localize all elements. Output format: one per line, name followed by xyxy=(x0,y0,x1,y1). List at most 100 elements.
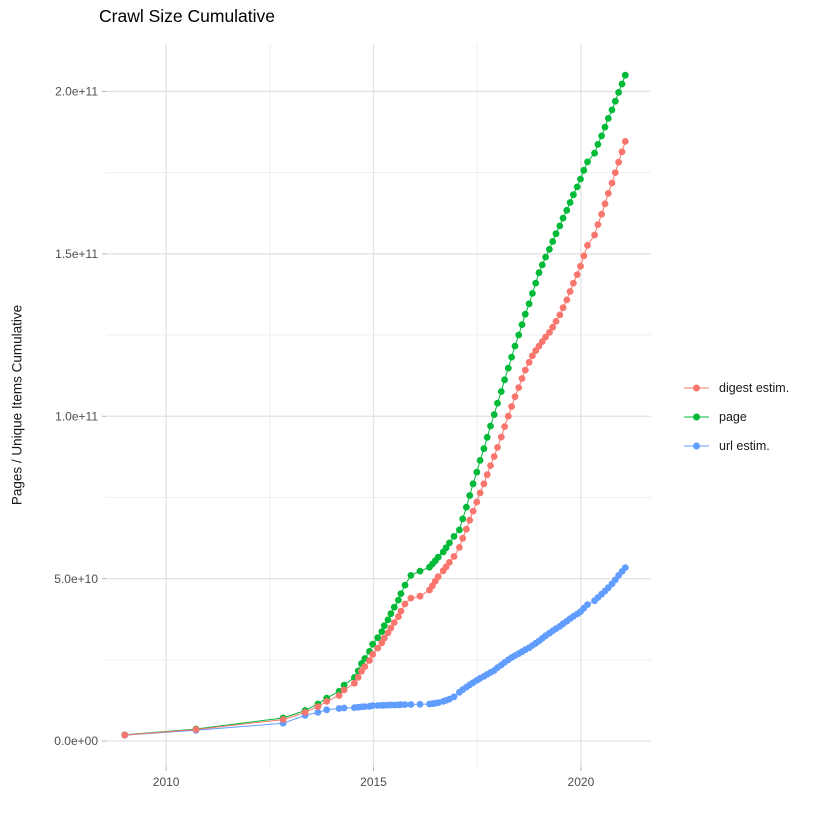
series-point-digest-estim xyxy=(542,333,549,341)
series-point-digest-estim xyxy=(374,644,382,652)
series-point-digest-estim xyxy=(384,629,392,637)
series-point-digest-estim xyxy=(604,190,612,197)
series-point-digest-estim xyxy=(340,686,348,694)
series-point-digest-estim xyxy=(469,507,477,515)
legend-item-url-estim: url estim. xyxy=(683,437,789,455)
legend-label-url-estim: url estim. xyxy=(719,439,770,453)
y-tick-label: 1.5e+11 xyxy=(55,247,98,261)
series-point-page xyxy=(604,115,612,122)
series-point-digest-estim xyxy=(618,148,626,156)
y-tick-label: 5.0e+10 xyxy=(54,572,98,586)
series-point-page xyxy=(549,238,557,245)
series-point-digest-estim xyxy=(192,726,200,733)
series-point-page xyxy=(525,300,533,308)
series-point-digest-estim xyxy=(351,679,358,687)
series-point-digest-estim xyxy=(483,471,491,479)
series-point-digest-estim xyxy=(584,242,591,249)
x-tick-label: 2010 xyxy=(153,775,180,789)
series-point-page xyxy=(416,567,424,575)
series-point-page xyxy=(508,353,515,361)
series-point-page xyxy=(542,253,549,261)
series-point-digest-estim xyxy=(463,525,470,533)
series-point-digest-estim xyxy=(504,412,512,420)
series-point-digest-estim xyxy=(494,444,501,451)
legend-key-url-estim-icon xyxy=(684,442,709,450)
series-point-page xyxy=(395,596,402,604)
series-point-page xyxy=(535,269,543,277)
series-point-page xyxy=(552,230,560,238)
legend-key-digest-estim-icon xyxy=(684,384,709,392)
series-point-page xyxy=(598,132,605,140)
series-point-digest-estim xyxy=(366,657,373,664)
series-point-digest-estim xyxy=(518,375,526,382)
series-point-page xyxy=(487,422,494,430)
series-point-page xyxy=(577,175,584,183)
series-point-digest-estim xyxy=(369,650,377,658)
series-point-digest-estim xyxy=(580,252,588,260)
series-point-digest-estim xyxy=(335,692,343,699)
series-point-digest-estim xyxy=(508,403,515,410)
series-point-page xyxy=(490,411,498,418)
series-point-digest-estim xyxy=(598,210,605,218)
series-point-page xyxy=(511,342,519,350)
legend-label-page: page xyxy=(719,410,747,424)
series-point-page xyxy=(570,191,577,199)
series-point-page xyxy=(446,539,453,547)
series-point-page xyxy=(450,533,458,540)
series-point-page xyxy=(390,603,398,611)
series-point-url-estim xyxy=(584,601,591,608)
series-point-digest-estim xyxy=(594,221,602,229)
series-point-page xyxy=(374,634,382,642)
series-point-digest-estim xyxy=(601,200,609,208)
series-point-page xyxy=(566,199,574,206)
series-point-page xyxy=(494,399,501,407)
y-tick-label: 1.0e+11 xyxy=(55,409,98,423)
series-point-page xyxy=(580,166,588,174)
series-point-digest-estim xyxy=(397,607,405,615)
series-point-digest-estim xyxy=(577,262,584,270)
series-point-digest-estim xyxy=(573,271,581,278)
series-point-digest-estim xyxy=(515,384,523,391)
series-point-digest-estim xyxy=(380,634,388,642)
x-tick-label: 2020 xyxy=(568,775,595,789)
series-point-digest-estim xyxy=(279,716,287,723)
series-point-page xyxy=(601,123,609,131)
series-point-digest-estim xyxy=(395,613,402,620)
series-point-digest-estim xyxy=(387,624,395,632)
series-point-digest-estim xyxy=(552,318,560,325)
series-point-digest-estim xyxy=(566,288,574,295)
series-point-page xyxy=(340,681,348,689)
y-tick-label: 2.0e+11 xyxy=(55,85,98,99)
series-point-url-estim xyxy=(401,701,409,708)
series-point-digest-estim xyxy=(546,329,553,336)
series-point-digest-estim xyxy=(401,600,409,608)
series-point-digest-estim xyxy=(529,352,536,360)
series-point-url-estim xyxy=(314,709,322,716)
series-point-digest-estim xyxy=(525,358,533,366)
series-point-digest-estim xyxy=(487,462,494,469)
series-point-page xyxy=(532,279,540,287)
series-point-digest-estim xyxy=(323,698,331,705)
series-point-page xyxy=(401,581,409,589)
legend: digest estim. page url estim. xyxy=(683,379,789,455)
series-point-digest-estim xyxy=(407,594,415,602)
series-point-digest-estim xyxy=(459,534,467,542)
series-point-page xyxy=(621,71,629,79)
y-axis-title: Pages / Unique Items Cumulative xyxy=(9,304,25,506)
series-point-page xyxy=(483,433,491,441)
series-point-url-estim xyxy=(416,700,424,708)
series-point-page xyxy=(618,80,626,88)
series-point-digest-estim xyxy=(559,304,567,312)
series-point-page xyxy=(584,158,591,166)
series-point-page xyxy=(546,245,553,253)
series-point-page xyxy=(573,183,581,191)
series-point-digest-estim xyxy=(615,158,622,166)
series-point-digest-estim xyxy=(608,179,616,187)
series-point-page xyxy=(369,640,377,648)
series-point-digest-estim xyxy=(456,544,463,551)
series-point-page xyxy=(476,457,484,464)
legend-label-digest-estim: digest estim. xyxy=(719,381,790,395)
legend-item-page: page xyxy=(683,408,789,426)
series-point-page xyxy=(615,89,622,96)
